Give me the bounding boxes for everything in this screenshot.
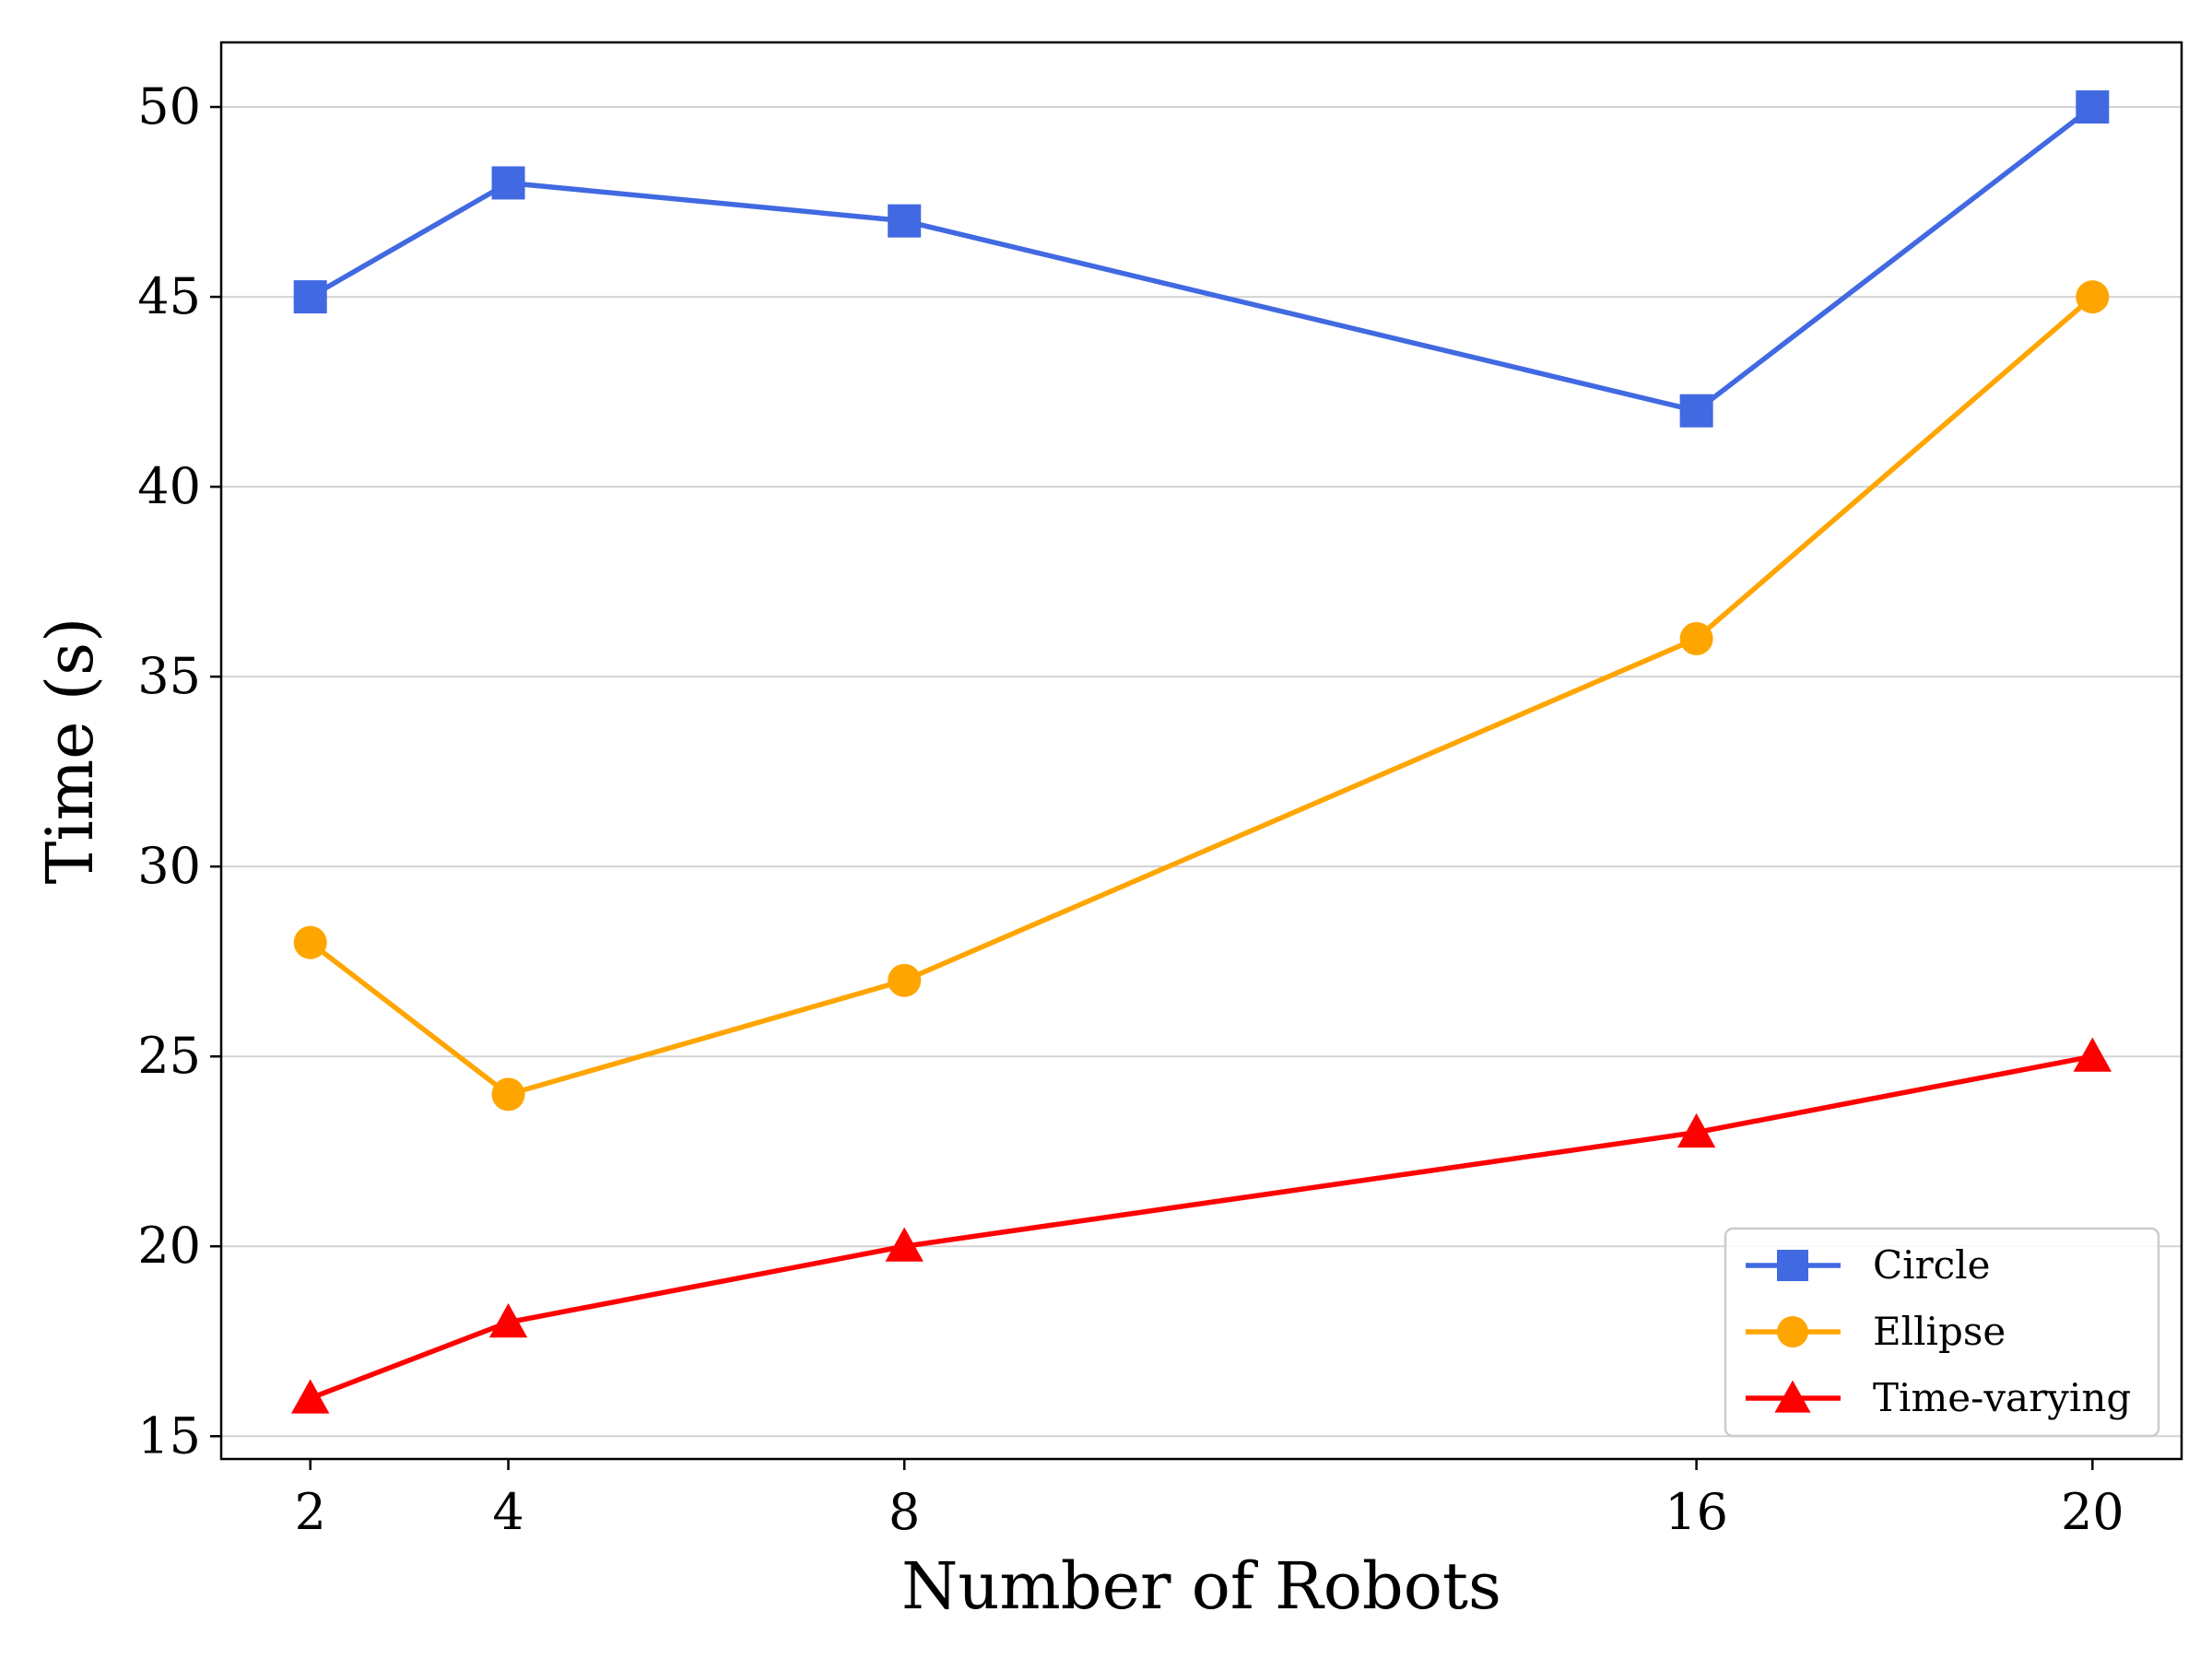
data-point-ellipse-8 <box>888 963 922 997</box>
data-point-ellipse-4 <box>491 1077 525 1112</box>
data-point-circle-2 <box>293 280 327 314</box>
y-axis-title: Time (s) <box>32 618 108 885</box>
series-layer <box>290 90 2112 1414</box>
x-tick-label-4: 4 <box>492 1483 524 1541</box>
series-time-varying <box>290 1037 2112 1414</box>
data-point-time-varying-8 <box>885 1227 924 1262</box>
data-point-circle-20 <box>2076 90 2110 124</box>
legend-label-ellipse: Ellipse <box>1873 1309 2006 1354</box>
legend-marker-time-varying <box>1774 1380 1811 1413</box>
y-tick-label-30: 30 <box>137 837 201 895</box>
data-point-circle-4 <box>491 166 525 200</box>
legend-label-time-varying: Time-varying <box>1873 1375 2131 1420</box>
data-point-time-varying-2 <box>290 1379 330 1414</box>
legend-box <box>1724 1227 2160 1438</box>
y-tick-label-50: 50 <box>137 77 201 135</box>
data-point-ellipse-20 <box>2076 280 2110 314</box>
series-ellipse <box>293 280 2110 1112</box>
data-point-ellipse-16 <box>1679 621 1713 655</box>
series-line-circle <box>309 104 2094 414</box>
y-tick-label-25: 25 <box>137 1027 201 1085</box>
data-point-time-varying-16 <box>1677 1112 1716 1148</box>
legend: Circle Ellipse Time-varying <box>1724 1227 2160 1438</box>
x-tick-label-2: 2 <box>295 1483 326 1541</box>
data-point-ellipse-2 <box>293 925 327 959</box>
legend-item-circle: Circle <box>1746 1242 1990 1288</box>
x-axis-title: Number of Robots <box>901 1548 1501 1624</box>
legend-label-circle: Circle <box>1873 1242 1990 1288</box>
legend-item-time-varying: Time-varying <box>1746 1375 2131 1420</box>
legend-item-ellipse: Ellipse <box>1746 1309 2006 1354</box>
data-point-circle-16 <box>1679 394 1713 428</box>
y-tick-label-40: 40 <box>137 457 201 515</box>
data-point-circle-8 <box>888 204 922 238</box>
data-point-time-varying-20 <box>2073 1037 2112 1072</box>
legend-marker-circle <box>1777 1250 1808 1281</box>
series-line-ellipse <box>309 295 2095 1098</box>
x-tick-label-16: 16 <box>1665 1483 1728 1541</box>
y-tick-label-20: 20 <box>137 1217 201 1275</box>
series-circle <box>293 90 2110 428</box>
y-tick-label-35: 35 <box>137 647 201 705</box>
data-point-time-varying-4 <box>488 1302 528 1338</box>
x-tick-label-20: 20 <box>2061 1483 2124 1541</box>
legend-marker-ellipse <box>1777 1316 1808 1347</box>
y-axis: 15 20 25 30 35 40 45 50 <box>137 77 221 1465</box>
grid-lines <box>221 106 2182 1438</box>
y-tick-label-15: 15 <box>137 1406 201 1465</box>
x-tick-label-8: 8 <box>888 1483 920 1541</box>
plot-frame <box>219 41 2183 1461</box>
y-tick-label-45: 45 <box>137 267 201 325</box>
x-axis: 2 4 8 16 20 <box>295 1459 2124 1541</box>
